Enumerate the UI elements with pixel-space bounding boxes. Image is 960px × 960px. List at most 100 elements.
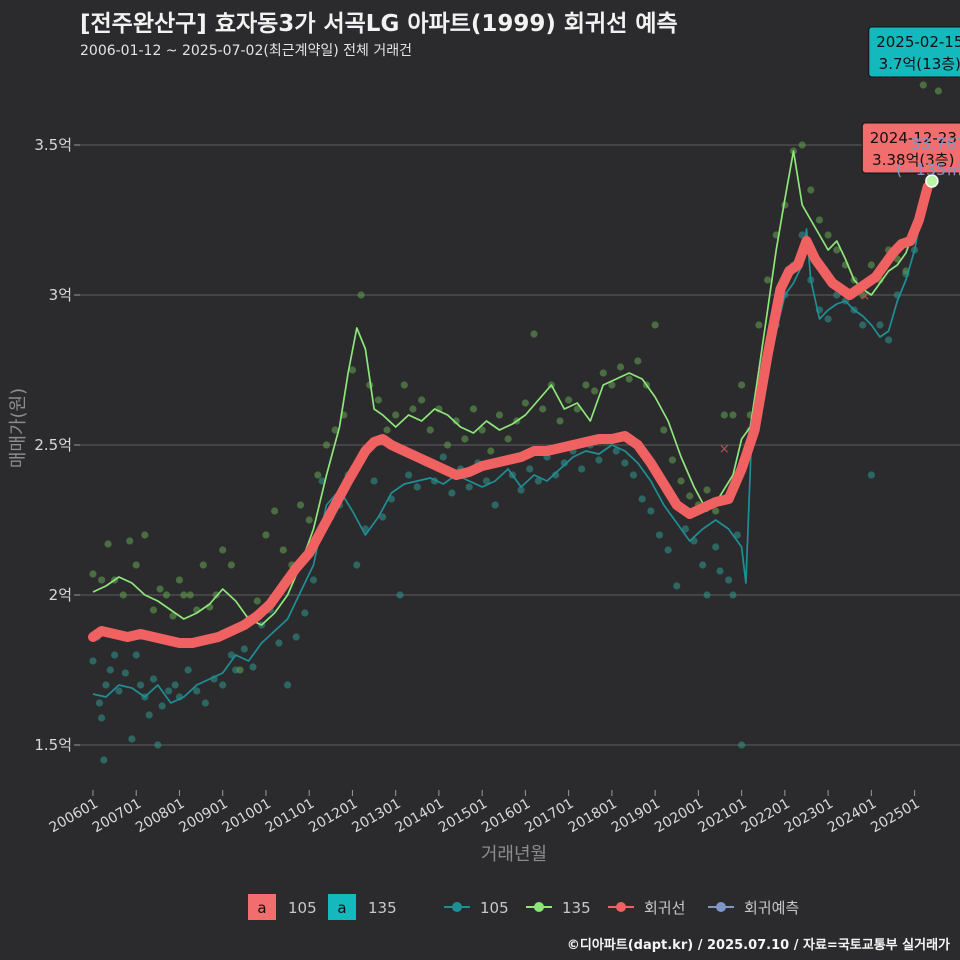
chart-subtitle: 2006-01-12 ~ 2025-07-02(최근계약일) 전체 거래건 [80,43,412,59]
scatter-point-105 [106,666,114,674]
scatter-point-135 [409,405,417,413]
legend-line-marker [534,902,544,912]
scatter-point-105 [655,531,664,539]
scatter-point-105 [95,699,104,707]
scatter-point-135 [400,381,408,389]
x-axis-label: 거래년월 [481,844,547,865]
x-tick-label: 200801 [133,796,187,837]
scatter-point-105 [824,315,832,323]
x-tick-label: 202401 [825,796,879,837]
x-tick-label: 201101 [263,796,317,837]
y-tick-label: 1.5억 [34,736,72,754]
scatter-point-135 [169,612,177,620]
scatter-point-135 [418,396,426,404]
legend-fill-label: 135 [368,899,397,917]
scatter-point-105 [158,702,166,710]
x-tick-label: 202201 [739,796,793,837]
y-axis-ticks: 1.5억 2억 2.5억 3억 3.5억 [34,136,80,754]
scatter-point-135 [452,417,460,425]
scatter-point-135 [314,471,322,479]
scatter-point-105 [552,471,560,479]
scatter-point-135 [461,435,469,443]
scatter-point-135 [798,141,806,149]
scatter-point-135 [686,492,694,500]
scatter-point-135 [763,276,772,284]
x-tick-label: 201201 [306,796,360,837]
scatter-point-105 [154,741,162,749]
x-tick-label: 201501 [436,796,490,837]
scatter-point-105 [132,651,140,659]
scatter-point-105 [102,681,110,689]
x-tick-label: 202101 [695,796,749,837]
scatter-point-135 [668,456,677,464]
scatter-point-135 [253,597,261,605]
forecast-value-label: 33,767 [910,134,960,153]
annotation-value: 3.38억(3층) [872,151,954,169]
scatter-point-135 [348,366,357,374]
scatter-point-135 [98,576,106,584]
legend-fill-swatch [328,894,356,920]
y-tick-label: 2억 [49,586,72,604]
scatter-point-105 [673,582,681,590]
x-tick-label: 201801 [566,796,620,837]
scatter-point-105 [681,525,690,533]
scatter-point-135 [487,447,495,455]
scatter-point-135 [262,531,270,539]
y-tick-label: 3억 [49,286,72,304]
scatter-point-135 [119,591,127,599]
scatter-point-105 [405,471,413,479]
scatter-point-135 [599,369,607,377]
scatter-point-105 [89,657,97,665]
legend-line-label: 135 [562,899,591,917]
scatter-point-135 [156,585,164,593]
scatter-point-105 [396,591,404,599]
scatter-point-105 [100,756,108,764]
legend-line-label: 회귀선 [644,899,685,917]
outlier-marker: × [719,442,730,457]
scatter-point-105 [165,687,173,695]
annotation-date: 2024-12-23 [870,129,957,147]
scatter-point-135 [322,441,331,449]
scatter-point-105 [249,663,257,671]
scatter-point-135 [331,426,339,434]
scatter-point-135 [162,591,171,599]
scatter-point-135 [132,561,140,569]
scatter-point-135 [180,591,188,599]
legend-line-marker [452,902,462,912]
scatter-point-105 [729,591,737,599]
series-line-105 [92,180,933,704]
scatter-point-135 [279,546,287,554]
scatter-point-105 [149,675,158,683]
scatter-point-105 [98,714,106,722]
chart-title: [전주완산구] 효자동3가 서곡LG 아파트(1999) 회귀선 예측 [80,11,678,37]
scatter-point-105 [629,471,638,479]
scatter-point-135 [720,411,728,419]
scatter-point-135 [383,426,391,434]
forecast-unit-label: (~135㎡) [896,160,960,179]
scatter-point-135 [556,417,564,425]
scatter-point-135 [236,666,244,674]
scatter-point-135 [521,399,530,407]
scatter-point-135 [469,405,478,413]
annotation-date: 2025-02-15 [876,33,960,51]
scatter-point-105 [121,669,130,677]
scatter-point-135 [867,261,875,269]
scatter-point-105 [184,666,192,674]
scatter-point-105 [370,477,378,485]
annotation-box [868,26,960,78]
scatter-point-105 [465,483,473,491]
x-tick-label: 201701 [522,796,576,837]
scatter-point-135 [824,231,832,239]
regression-line [88,182,933,648]
scatter-point-135 [755,321,763,329]
scatter-point-105 [292,633,300,641]
scatter-point-105 [712,543,720,551]
scatter-point-135 [392,411,400,419]
legend-fill-key: a [257,899,266,917]
scatter-point-105 [859,321,867,329]
y-axis-label: 매매가(원) [8,388,29,468]
legend-fill-swatch [248,894,276,920]
scatter-point-105 [309,576,318,584]
scatter-point-105 [283,681,292,689]
